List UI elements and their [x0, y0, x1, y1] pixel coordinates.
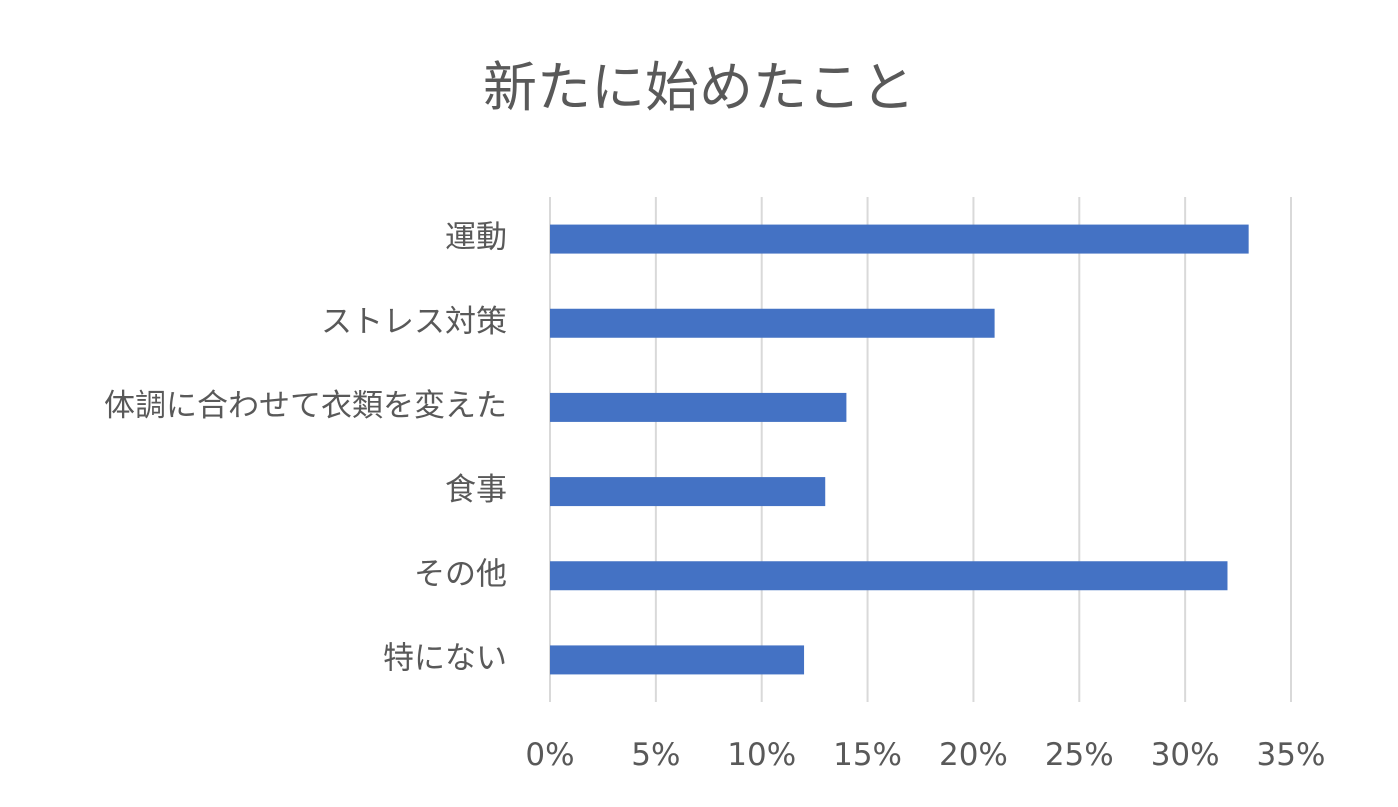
- bars: [550, 224, 1249, 675]
- x-tick-label: 0%: [525, 737, 574, 773]
- x-tick-label: 5%: [631, 737, 680, 773]
- bar: [550, 224, 1249, 254]
- x-tick-label: 35%: [1257, 737, 1326, 773]
- category-label: 運動: [445, 220, 507, 256]
- category-label: 特にない: [383, 640, 507, 676]
- category-label: その他: [414, 556, 507, 592]
- x-tick-label: 20%: [939, 737, 1008, 773]
- bar: [550, 308, 995, 338]
- category-label: 食事: [445, 472, 507, 508]
- category-label: 体調に合わせて衣類を変えた: [104, 388, 507, 424]
- x-tick-labels: 0% 5% 10% 15% 20% 25% 30% 35%: [525, 737, 1325, 773]
- bar: [550, 645, 805, 675]
- bar: [550, 392, 847, 422]
- category-label: ストレス対策: [321, 304, 507, 340]
- chart-title: 新たに始めたこと: [483, 56, 915, 119]
- x-tick-label: 10%: [727, 737, 796, 773]
- x-tick-label: 30%: [1151, 737, 1220, 773]
- gridlines: [549, 197, 1292, 702]
- bar: [550, 477, 826, 507]
- bar: [550, 561, 1228, 591]
- x-tick-label: 25%: [1045, 737, 1114, 773]
- x-tick-label: 15%: [833, 737, 902, 773]
